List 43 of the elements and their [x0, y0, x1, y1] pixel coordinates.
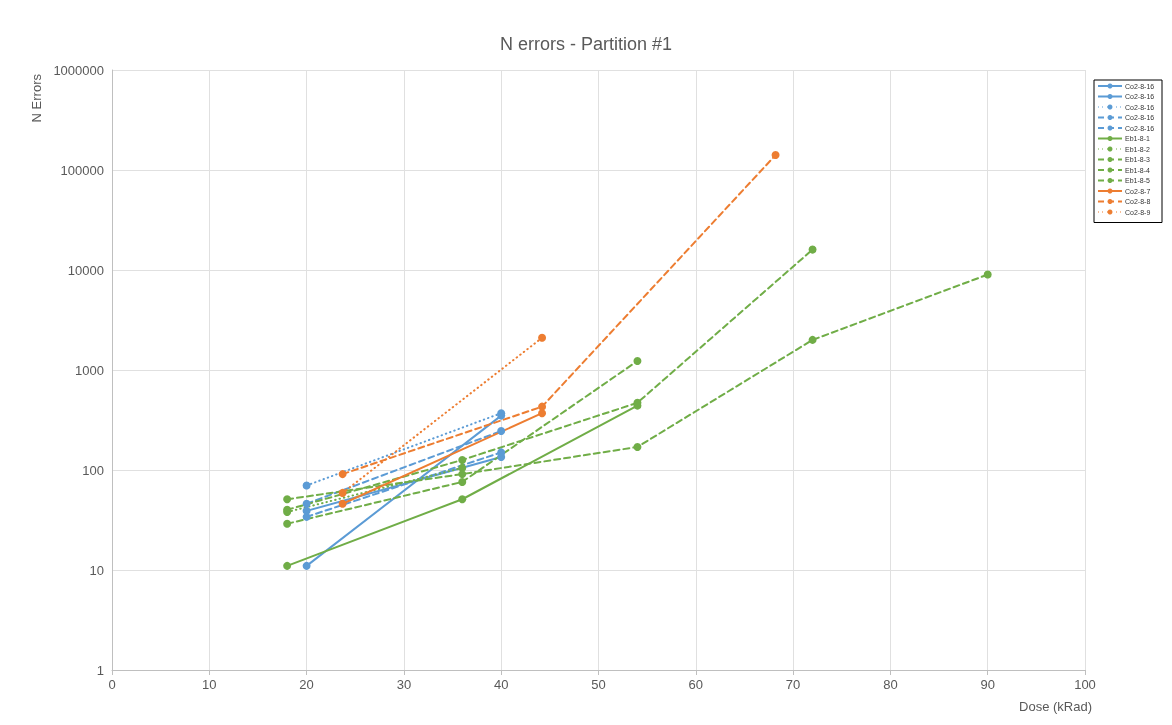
x-axis-title: Dose (kRad) [1019, 699, 1092, 714]
x-tick-label: 20 [299, 677, 314, 692]
y-tick-label: 1000 [75, 362, 104, 378]
y-tick-label: 1 [96, 662, 104, 678]
x-tick-label: 70 [785, 677, 801, 692]
point [458, 477, 467, 486]
x-tick-label: 50 [591, 677, 606, 692]
point [338, 470, 347, 479]
x-tick-label: 100 [1074, 677, 1096, 692]
x-tick-label: 90 [980, 677, 995, 692]
point [983, 270, 992, 279]
point [538, 402, 547, 411]
x-tick-label: 0 [108, 677, 116, 692]
y-tick-label: 10000 [67, 262, 104, 278]
point [283, 519, 292, 528]
point [497, 427, 506, 436]
point [808, 335, 817, 344]
x-tick-label: 60 [688, 677, 704, 692]
point [283, 561, 292, 570]
x-tick-label: 10 [202, 677, 217, 692]
point [633, 357, 642, 366]
y-tick-label: 100 [82, 462, 104, 478]
y-tick-label: 10 [89, 562, 104, 578]
x-tick-label: 40 [493, 677, 509, 692]
y-tick-label: 1000000 [53, 62, 104, 78]
point [633, 442, 642, 451]
point [538, 333, 547, 342]
point [458, 455, 467, 464]
point [302, 499, 311, 508]
point [458, 495, 467, 504]
point [338, 488, 347, 497]
point [771, 151, 780, 160]
point [458, 470, 467, 479]
x-tick-label: 80 [883, 677, 898, 692]
chart-title: N errors - Partition #1 [499, 34, 673, 54]
point [338, 499, 347, 508]
point [283, 495, 292, 504]
y-tick-label: 100000 [60, 162, 104, 178]
point [302, 561, 311, 570]
x-tick-label: 30 [396, 677, 412, 692]
point [302, 481, 311, 490]
point [808, 245, 817, 254]
y-axis-title: N Errors [29, 73, 44, 123]
